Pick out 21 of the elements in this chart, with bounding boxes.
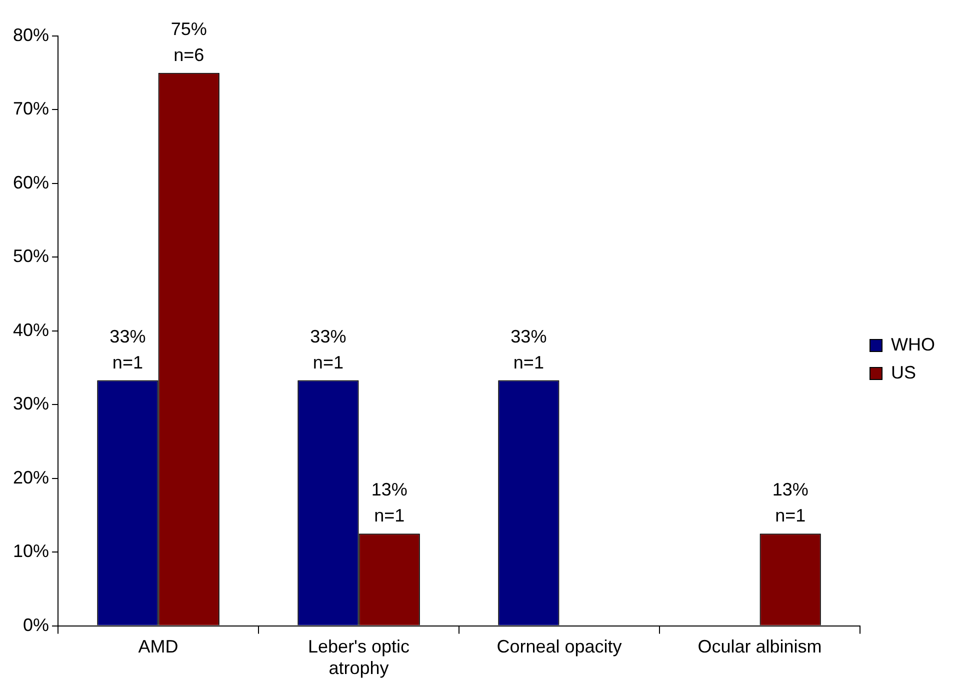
x-tick-label: Corneal opacity bbox=[496, 636, 622, 657]
y-tick-label: 40% bbox=[12, 320, 50, 340]
data-label: 75% n=6 bbox=[170, 18, 207, 65]
legend-label: US bbox=[891, 362, 916, 382]
y-tick-label: 50% bbox=[12, 246, 50, 266]
x-tick-label: Leber's optic atrophy bbox=[308, 636, 410, 678]
y-tick-label: 20% bbox=[12, 467, 50, 488]
x-tick-label: AMD bbox=[138, 636, 178, 657]
y-tick-label: 80% bbox=[12, 24, 50, 45]
y-tick-label: 30% bbox=[12, 394, 50, 414]
y-tick-label: 10% bbox=[12, 541, 50, 562]
data-label: 13% n=1 bbox=[371, 480, 408, 526]
x-tick-label: Ocular albinism bbox=[698, 636, 822, 657]
data-label: 33% n=1 bbox=[110, 326, 146, 372]
y-tick-label: 60% bbox=[12, 172, 50, 192]
y-tick-label: 0% bbox=[23, 614, 50, 635]
data-label: 13% n=1 bbox=[772, 480, 808, 526]
y-tick-label: 70% bbox=[12, 98, 50, 119]
legend-label: WHO bbox=[891, 334, 936, 354]
data-label: 33% n=1 bbox=[510, 326, 547, 372]
data-label: 33% n=1 bbox=[310, 326, 346, 372]
